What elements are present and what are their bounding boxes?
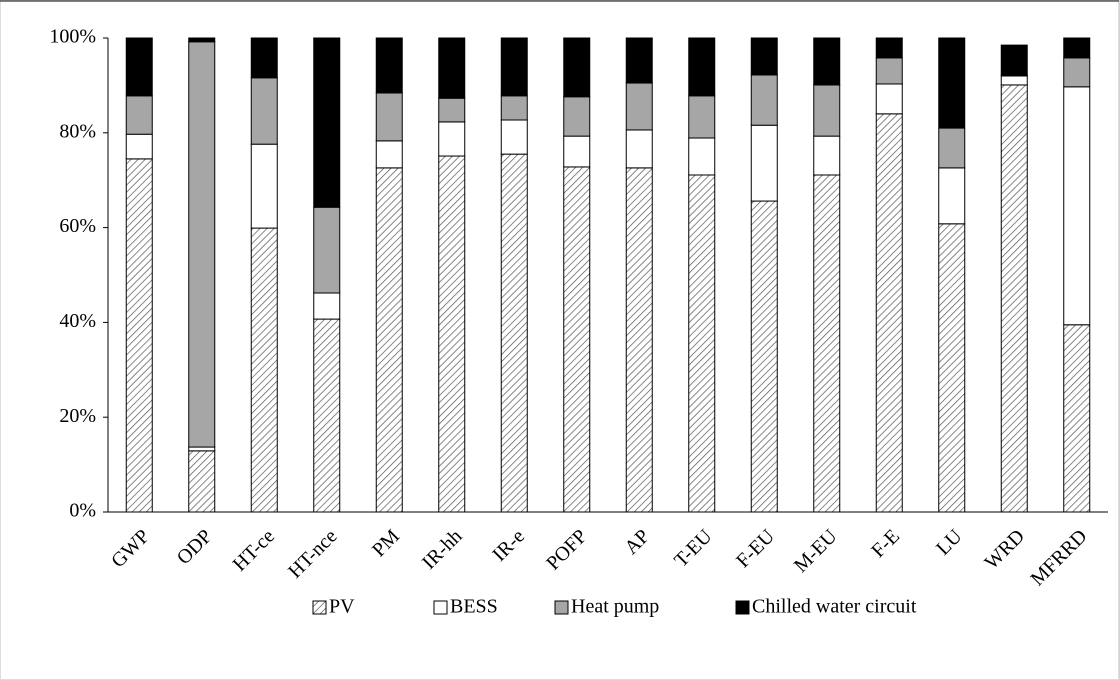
bar-segment <box>438 97 466 123</box>
bar-segment <box>688 37 716 97</box>
x-tick-label: M-EU <box>790 525 842 577</box>
bar-segment <box>750 74 778 126</box>
y-tick-label: 20% <box>59 405 96 427</box>
bar-segment <box>750 124 778 202</box>
bar-segment <box>1063 86 1091 326</box>
bar-segment <box>563 96 591 137</box>
bar-segment <box>1063 57 1091 88</box>
bar-segment <box>875 57 903 85</box>
bar-segment <box>813 174 841 513</box>
bar-segment <box>1063 324 1091 513</box>
y-tick-label: 80% <box>59 120 96 142</box>
bar-segment <box>250 143 278 229</box>
bar-segment <box>375 92 403 142</box>
legend-swatch <box>554 600 569 615</box>
legend-label: Heat pump <box>571 596 659 618</box>
legend-label: Chilled water circuit <box>752 596 917 618</box>
bar-segment <box>250 77 278 145</box>
x-tick-label: PM <box>368 525 404 561</box>
bar-segment <box>625 129 653 169</box>
bar-segment <box>313 292 341 320</box>
bar-segment <box>188 450 216 513</box>
y-tick-label: 0% <box>69 500 96 522</box>
bar-segment <box>875 83 903 115</box>
bar-segment <box>500 95 528 121</box>
bar-segment <box>938 223 966 513</box>
x-tick-label: WRD <box>980 525 1029 574</box>
bar-segment <box>188 446 216 452</box>
bar-segment <box>250 37 278 79</box>
bar-segment <box>688 174 716 513</box>
bar-segment <box>938 37 966 129</box>
bar-segment <box>375 140 403 169</box>
x-tick-label: ODP <box>173 525 217 569</box>
x-tick-label: POFP <box>542 525 591 574</box>
bar-segment <box>688 95 716 139</box>
bar-segment <box>500 37 528 97</box>
legend-swatch <box>312 600 327 615</box>
bar-segment <box>1063 37 1091 59</box>
bar-segment <box>438 121 466 157</box>
bar-segment <box>125 133 153 160</box>
bar-segment <box>938 167 966 225</box>
x-tick-label: IR-hh <box>418 525 467 574</box>
legend-swatch <box>433 600 448 615</box>
bar-segment <box>1000 44 1028 76</box>
bar-segment <box>313 37 341 208</box>
bar-segment <box>625 37 653 84</box>
bar-segment <box>813 84 841 137</box>
x-tick-label: GWP <box>107 525 154 572</box>
x-tick-label: T-EU <box>670 525 717 572</box>
bar-segment <box>563 135 591 168</box>
bar-segment <box>563 37 591 98</box>
x-tick-label: HT-ce <box>229 525 279 575</box>
bar-segment <box>375 37 403 94</box>
y-tick-label: 100% <box>49 26 96 48</box>
bar-segment <box>375 167 403 513</box>
x-tick-label: IR-e <box>488 525 529 566</box>
bar-segment <box>188 41 216 448</box>
bar-segment <box>125 37 153 97</box>
bar-segment <box>875 37 903 59</box>
x-tick-label: AP <box>620 525 654 559</box>
bar-segment <box>813 135 841 176</box>
x-tick-label: LU <box>932 525 967 560</box>
bar-segment <box>813 37 841 86</box>
bar-segment <box>750 200 778 513</box>
bar-segment <box>875 113 903 513</box>
bar-segment <box>750 37 778 76</box>
bar-segment <box>938 127 966 169</box>
legend-swatch <box>735 600 750 615</box>
bar-segment <box>500 119 528 155</box>
bar-segment <box>1000 75 1028 86</box>
x-tick-label: HT-nce <box>284 525 342 583</box>
bar-segment <box>438 37 466 99</box>
x-tick-label: F-EU <box>732 525 779 572</box>
bar-segment <box>313 318 341 513</box>
bar-segment <box>313 206 341 294</box>
y-tick-label: 60% <box>59 215 96 237</box>
bar-segment <box>250 227 278 513</box>
bar-segment <box>1000 84 1028 513</box>
bar-segment <box>125 158 153 513</box>
bar-segment <box>438 155 466 513</box>
bar-segment <box>625 82 653 131</box>
x-tick-label: MFRRD <box>1026 525 1091 590</box>
bar-segment <box>188 37 216 43</box>
bar-segment <box>125 95 153 135</box>
bar-segment <box>563 166 591 513</box>
bar-segment <box>500 153 528 513</box>
legend-label: PV <box>329 596 355 618</box>
y-tick-label: 40% <box>59 310 96 332</box>
x-tick-label: F-E <box>867 525 904 562</box>
legend-label: BESS <box>450 596 498 618</box>
bar-segment <box>688 137 716 176</box>
bar-segment <box>625 167 653 513</box>
